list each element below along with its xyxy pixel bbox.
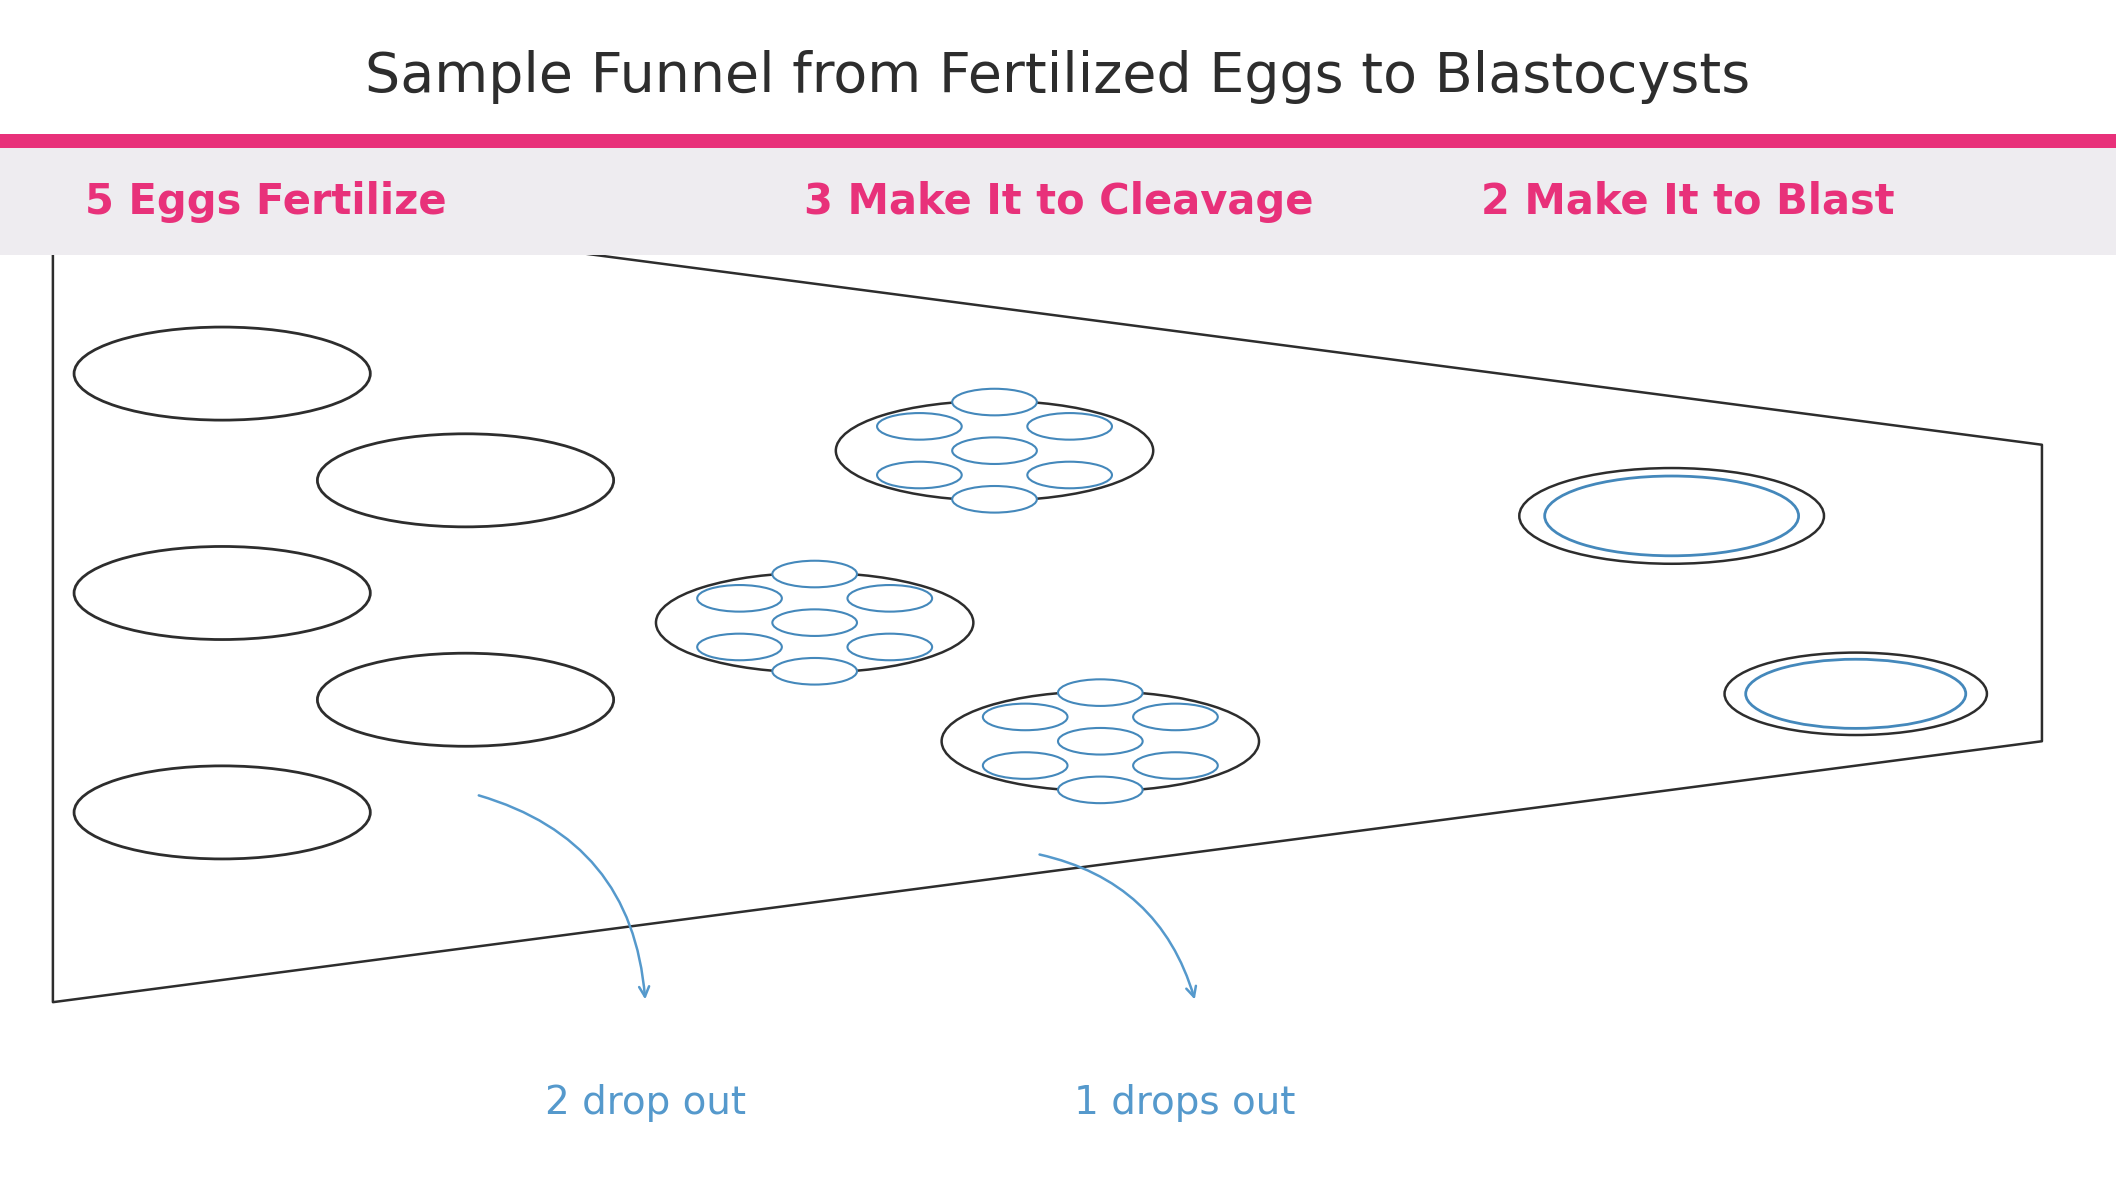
Ellipse shape: [1134, 752, 1219, 779]
Ellipse shape: [1058, 728, 1143, 754]
Ellipse shape: [1725, 652, 1987, 735]
Ellipse shape: [1028, 413, 1113, 440]
Ellipse shape: [772, 561, 857, 587]
Ellipse shape: [942, 691, 1259, 791]
Ellipse shape: [836, 401, 1153, 500]
Ellipse shape: [952, 438, 1037, 464]
Text: 2 drop out: 2 drop out: [546, 1084, 745, 1122]
Ellipse shape: [876, 413, 961, 440]
Ellipse shape: [982, 703, 1066, 731]
Ellipse shape: [696, 585, 781, 612]
Text: 3 Make It to Cleavage: 3 Make It to Cleavage: [804, 180, 1314, 223]
FancyArrowPatch shape: [478, 796, 650, 996]
Bar: [0, 148, 2116, 255]
Text: Sample Funnel from Fertilized Eggs to Blastocysts: Sample Funnel from Fertilized Eggs to Bl…: [366, 50, 1750, 104]
Ellipse shape: [1746, 659, 1966, 728]
Ellipse shape: [849, 633, 933, 661]
Ellipse shape: [317, 653, 614, 746]
Ellipse shape: [876, 461, 961, 489]
Ellipse shape: [1134, 703, 1219, 731]
Ellipse shape: [696, 633, 781, 661]
Ellipse shape: [1028, 461, 1113, 489]
Ellipse shape: [656, 573, 973, 672]
Ellipse shape: [772, 658, 857, 684]
Bar: [0, 134, 2116, 148]
Ellipse shape: [317, 434, 614, 527]
Ellipse shape: [1058, 680, 1143, 706]
Ellipse shape: [772, 610, 857, 636]
Ellipse shape: [1519, 468, 1824, 563]
Ellipse shape: [952, 486, 1037, 512]
Ellipse shape: [1058, 777, 1143, 803]
Ellipse shape: [952, 389, 1037, 415]
Ellipse shape: [982, 752, 1066, 779]
Ellipse shape: [74, 766, 370, 859]
Ellipse shape: [849, 585, 933, 612]
FancyArrowPatch shape: [1039, 855, 1196, 996]
Text: 2 Make It to Blast: 2 Make It to Blast: [1481, 180, 1894, 223]
Text: 5 Eggs Fertilize: 5 Eggs Fertilize: [85, 180, 446, 223]
Ellipse shape: [1545, 476, 1799, 556]
Ellipse shape: [74, 327, 370, 420]
Text: 1 drops out: 1 drops out: [1075, 1084, 1295, 1122]
Ellipse shape: [74, 547, 370, 639]
